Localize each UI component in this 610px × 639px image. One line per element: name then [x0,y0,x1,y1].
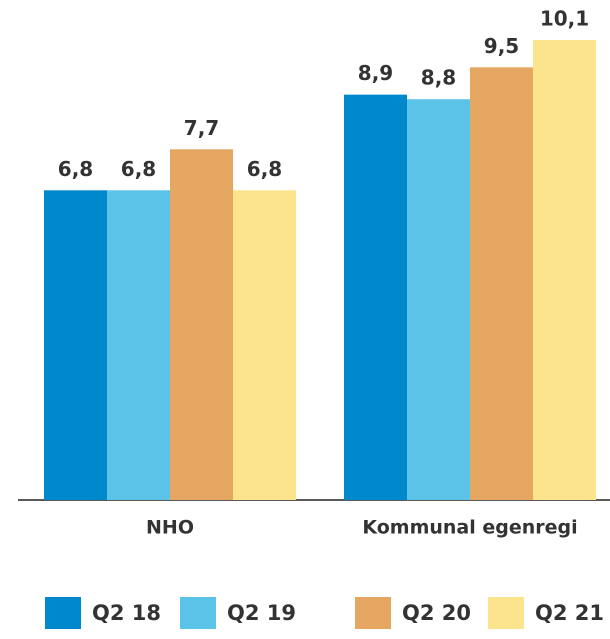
bar [170,149,233,500]
legend-label: Q2 19 [227,601,296,625]
x-tick-label: NHO [146,517,194,539]
value-label: 6,8 [247,157,282,181]
bar [470,67,533,501]
legend-swatch [355,597,391,629]
value-label: 8,8 [421,66,456,90]
legend-swatch [45,597,81,629]
bar [233,190,296,500]
value-label: 9,5 [484,34,519,58]
value-label: 6,8 [121,157,156,181]
value-label: 6,8 [58,157,93,181]
value-label: 10,1 [540,7,589,31]
bar [344,94,407,500]
legend-swatch [488,597,524,629]
bar [533,40,596,500]
bar [107,190,170,500]
legend-label: Q2 18 [92,601,161,625]
legend-swatch [180,597,216,629]
bar [407,99,470,501]
value-label: 8,9 [358,61,393,85]
legend-label: Q2 21 [535,601,604,625]
x-tick-label: Kommunal egenregi [362,517,577,539]
bar [44,190,107,500]
value-label: 7,7 [184,116,219,140]
legend-label: Q2 20 [402,601,471,625]
